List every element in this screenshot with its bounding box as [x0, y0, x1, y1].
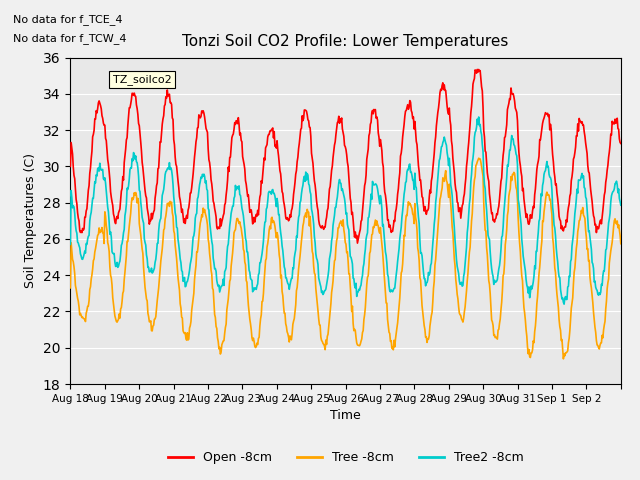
Title: Tonzi Soil CO2 Profile: Lower Temperatures: Tonzi Soil CO2 Profile: Lower Temperatur…: [182, 35, 509, 49]
Text: TZ_soilco2: TZ_soilco2: [113, 74, 172, 85]
X-axis label: Time: Time: [330, 409, 361, 422]
Legend: Open -8cm, Tree -8cm, Tree2 -8cm: Open -8cm, Tree -8cm, Tree2 -8cm: [163, 446, 529, 469]
Text: No data for f_TCE_4: No data for f_TCE_4: [13, 13, 122, 24]
Y-axis label: Soil Temperatures (C): Soil Temperatures (C): [24, 153, 37, 288]
Text: No data for f_TCW_4: No data for f_TCW_4: [13, 33, 126, 44]
